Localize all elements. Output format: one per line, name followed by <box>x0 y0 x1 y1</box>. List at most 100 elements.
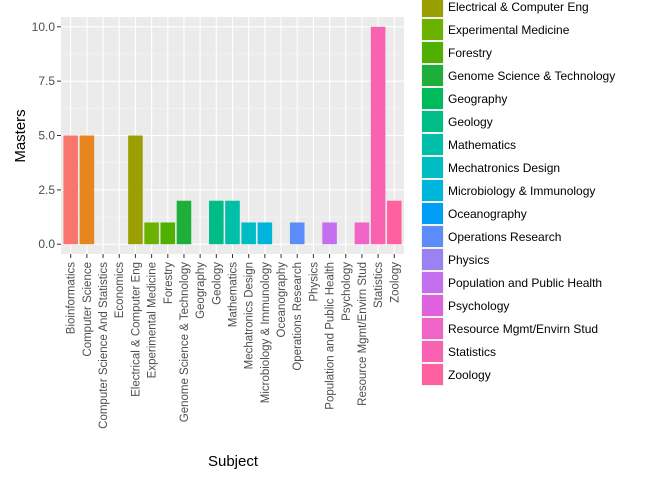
legend-swatch <box>422 249 443 270</box>
legend-swatch <box>422 134 443 155</box>
legend-swatch <box>422 295 443 316</box>
x-tick-label: Bioinformatics <box>66 262 78 334</box>
y-tick-label: 0.0 <box>38 237 55 251</box>
legend-label: Mechatronics Design <box>448 161 560 175</box>
legend-swatch <box>422 157 443 178</box>
x-tick-label: Genome Science & Technology <box>179 262 191 422</box>
legend-label: Physics <box>448 253 489 267</box>
bar <box>128 135 143 245</box>
x-axis: Bioinformatics Computer Science Computer S… <box>66 254 401 429</box>
legend-label: Statistics <box>448 345 496 359</box>
x-tick-label: Geology <box>211 262 223 305</box>
y-tick-label: 5.0 <box>38 129 55 143</box>
y-tick-label: 10.0 <box>32 20 56 34</box>
legend-key <box>421 248 444 271</box>
bar <box>257 222 273 245</box>
bars <box>63 26 402 245</box>
legend-swatch <box>422 203 443 224</box>
legend-key <box>421 202 444 225</box>
legend-label: Geology <box>448 115 493 129</box>
y-axis: 0.0 2.5 5.0 7.5 10.0 <box>32 20 61 251</box>
legend-label: Forestry <box>448 46 492 60</box>
x-tick-label: Experimental Medicine <box>147 262 159 378</box>
legend-swatch <box>422 65 443 86</box>
x-tick-label: Operations Research <box>292 262 304 371</box>
bar <box>225 200 240 245</box>
legend-swatch <box>422 226 443 247</box>
legend-label: Zoology <box>448 368 491 382</box>
legend-label: Microbiology & Immunology <box>448 184 595 198</box>
legend-swatch <box>422 0 443 17</box>
legend-swatch <box>422 19 443 40</box>
legend-swatch <box>422 272 443 293</box>
x-tick-label: Statistics <box>373 262 385 308</box>
legend-swatch <box>422 88 443 109</box>
x-axis-label: Subject <box>208 453 259 470</box>
y-tick-label: 7.5 <box>38 74 55 88</box>
legend-label: Operations Research <box>448 230 561 244</box>
x-tick-label: Computer Science <box>82 262 94 357</box>
bar <box>322 222 337 245</box>
bar <box>354 222 370 245</box>
x-tick-label: Mechatronics Design <box>244 262 256 369</box>
legend-key <box>421 64 444 87</box>
legend-label: Experimental Medicine <box>448 23 570 37</box>
legend-label: Oceanography <box>448 207 527 221</box>
bar <box>176 200 192 245</box>
x-tick-label: Economics <box>114 262 126 318</box>
x-tick-label: Mathematics <box>228 262 240 327</box>
y-axis-label: Masters <box>12 109 29 162</box>
bar <box>209 200 224 245</box>
x-tick-label: Microbiology & Immunology <box>260 262 272 404</box>
legend-label: Psychology <box>448 299 509 313</box>
legend-key <box>421 156 444 179</box>
legend-key <box>421 110 444 133</box>
x-tick-label: Psychology <box>341 262 353 321</box>
x-tick-label: Forestry <box>163 262 175 304</box>
bar <box>160 222 176 245</box>
bar <box>289 222 305 245</box>
bar <box>241 222 256 245</box>
legend-label: Resource Mgmt/Envirn Stud <box>448 322 598 336</box>
x-tick-label: Zoology <box>389 262 401 303</box>
legend-key <box>421 363 444 386</box>
bar <box>370 26 386 245</box>
x-tick-label: Physics <box>308 262 320 302</box>
legend-key <box>421 0 444 18</box>
legend-key <box>421 225 444 248</box>
legend-label: Geography <box>448 92 507 106</box>
bar <box>63 135 78 245</box>
legend-swatch <box>422 341 443 362</box>
x-tick-label: Electrical & Computer Eng <box>130 262 142 397</box>
legend-key <box>421 133 444 156</box>
bar <box>387 200 402 245</box>
legend-key <box>421 317 444 340</box>
legend-key <box>421 87 444 110</box>
x-tick-label: Geography <box>195 262 207 319</box>
legend-key <box>421 18 444 41</box>
legend-key <box>421 340 444 363</box>
legend-swatch <box>422 318 443 339</box>
legend-key <box>421 294 444 317</box>
bar <box>144 222 159 245</box>
y-tick-label: 2.5 <box>38 183 55 197</box>
legend-swatch <box>422 364 443 385</box>
legend-swatch <box>422 111 443 132</box>
x-tick-label: Resource Mgmt/Envirn Stud <box>357 262 369 406</box>
legend-key <box>421 41 444 64</box>
legend-label: Mathematics <box>448 138 516 152</box>
x-tick-label: Population and Public Health <box>325 262 337 410</box>
x-tick-label: Oceanography <box>276 262 288 338</box>
legend-swatch <box>422 42 443 63</box>
legend: Electrical & Computer Eng Experimental Me… <box>421 0 615 386</box>
legend-swatch <box>422 180 443 201</box>
legend-key <box>421 179 444 202</box>
legend-label: Electrical & Computer Eng <box>448 0 589 14</box>
legend-label: Population and Public Health <box>448 276 602 290</box>
x-tick-label: Computer Science And Statistics <box>98 262 110 429</box>
legend-key <box>421 271 444 294</box>
legend-label: Genome Science & Technology <box>448 69 615 83</box>
bar <box>79 135 95 245</box>
